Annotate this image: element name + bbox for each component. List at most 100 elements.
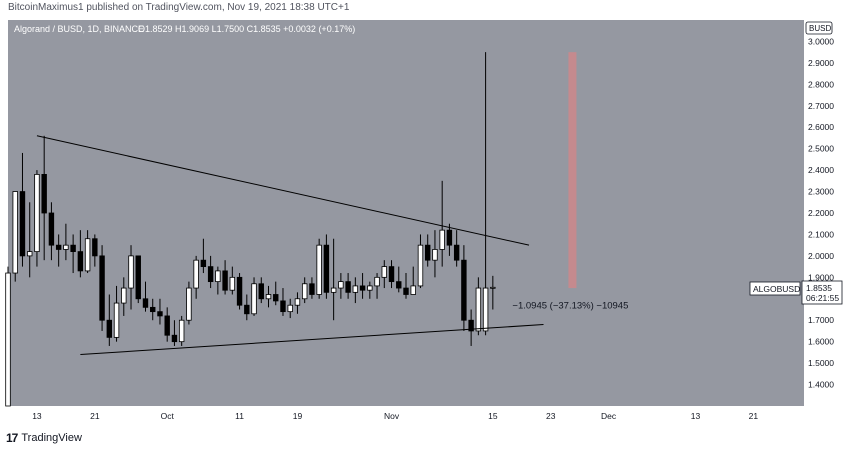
legend-value: 1.8535 xyxy=(253,24,283,34)
measure-label: −1.0945 (−37.13%) −10945 xyxy=(512,300,628,311)
candle-body xyxy=(178,319,185,343)
candle-body xyxy=(222,270,228,291)
candle-body xyxy=(273,294,279,302)
candle-body xyxy=(374,276,380,287)
legend-key: O xyxy=(138,24,145,34)
candle xyxy=(374,273,380,299)
candle-body xyxy=(121,287,127,304)
candle xyxy=(150,298,156,321)
candle-body xyxy=(475,287,482,332)
candle xyxy=(352,277,359,304)
y-tick-label: 2.6000 xyxy=(808,122,834,132)
candle xyxy=(229,266,236,295)
candle-body xyxy=(367,285,373,291)
candle-body xyxy=(171,334,178,343)
candle xyxy=(70,234,76,274)
candle-body xyxy=(381,266,387,278)
candle xyxy=(41,135,47,261)
y-tick-label: 2.4000 xyxy=(808,165,834,175)
candle xyxy=(316,238,322,299)
candle xyxy=(330,238,337,321)
legend-value: 1.8529 xyxy=(145,24,175,34)
x-tick-label: Oct xyxy=(161,411,175,421)
candle xyxy=(236,273,243,310)
candle xyxy=(222,260,228,295)
candle xyxy=(99,245,105,331)
measure-range-bar[interactable] xyxy=(568,52,577,289)
candle-body xyxy=(113,302,120,338)
price-badge-price: 1.8535 xyxy=(806,283,832,293)
x-tick-label: 23 xyxy=(546,411,556,421)
trendlines xyxy=(36,135,544,356)
time-axis[interactable]: 13 21 Oct 11 19 Nov 15 23 Dec 13 21 xyxy=(32,411,758,421)
candle xyxy=(410,266,416,295)
candle xyxy=(359,273,366,299)
candle xyxy=(273,281,279,306)
candle-body xyxy=(106,319,113,338)
chart-legend: Algorand / BUSD, 1D, BINANCE O1.8529 H1.… xyxy=(14,24,355,34)
candle-body xyxy=(453,244,460,261)
candle-body xyxy=(417,244,424,287)
candle-body xyxy=(323,244,330,293)
candle-body xyxy=(490,286,496,289)
candle xyxy=(55,234,62,267)
y-tick-label: 1.9000 xyxy=(808,272,834,282)
candle-body xyxy=(294,298,301,306)
candle xyxy=(251,277,257,316)
tradingview-logo[interactable]: 17 TradingView xyxy=(6,431,82,445)
candle-body xyxy=(200,259,207,268)
candle xyxy=(171,320,178,346)
candle-body xyxy=(48,212,55,246)
currency-badge-label: BUSD xyxy=(809,24,831,33)
price-axis[interactable]: 3.0000 2.9000 2.8000 2.7000 2.6000 2.5000 2.40… xyxy=(808,36,834,389)
x-tick-label: 21 xyxy=(90,411,100,421)
candle-body xyxy=(316,244,322,295)
candle xyxy=(135,255,141,304)
candle-body xyxy=(388,266,395,283)
candle-body xyxy=(309,283,315,295)
y-tick-label: 1.7000 xyxy=(808,315,834,325)
candle xyxy=(207,255,214,289)
currency-badge[interactable]: BUSD xyxy=(805,21,833,35)
x-tick-label: 15 xyxy=(488,411,498,421)
measure-tool: −1.0945 (−37.13%) −10945 xyxy=(512,52,628,311)
trendline[interactable] xyxy=(80,324,544,356)
y-tick-label: 2.1000 xyxy=(808,229,834,239)
candles xyxy=(5,52,496,407)
y-tick-label: 2.3000 xyxy=(808,187,834,197)
candle-body xyxy=(352,285,359,293)
price-axis-background xyxy=(804,20,850,406)
tradingview-brand: TradingView xyxy=(21,432,82,444)
price-badge: ALGOBUSD 1.8535 06:21:55 xyxy=(749,280,843,305)
published-info: BitcoinMaximus1 published on TradingView… xyxy=(8,2,350,13)
candle-body xyxy=(135,255,141,300)
candle-body xyxy=(403,287,409,295)
legend-key: H xyxy=(175,24,182,34)
candle xyxy=(323,234,330,299)
candle-body xyxy=(396,281,402,289)
candle xyxy=(403,273,409,299)
trendline[interactable] xyxy=(36,135,530,246)
candle xyxy=(186,281,192,325)
candle-body xyxy=(439,229,445,250)
candle xyxy=(446,223,453,256)
candle xyxy=(425,234,431,267)
candle xyxy=(157,298,163,325)
candle-body xyxy=(207,266,214,283)
candle xyxy=(396,266,402,293)
candle-body xyxy=(280,300,286,313)
legend-value: 1.7500 xyxy=(217,24,247,34)
x-tick-label: Nov xyxy=(384,411,400,421)
candle xyxy=(432,230,438,278)
price-badge-symbol: ALGOBUSD xyxy=(753,284,800,294)
candle-body xyxy=(55,244,62,250)
candle-body xyxy=(215,270,221,283)
y-tick-label: 1.5000 xyxy=(808,358,834,368)
candle-body xyxy=(482,287,489,332)
y-tick-label: 1.4000 xyxy=(808,380,834,390)
candle xyxy=(84,230,91,274)
x-tick-label: 13 xyxy=(32,411,42,421)
y-tick-label: 1.6000 xyxy=(808,337,834,347)
x-tick-label: 21 xyxy=(749,411,759,421)
